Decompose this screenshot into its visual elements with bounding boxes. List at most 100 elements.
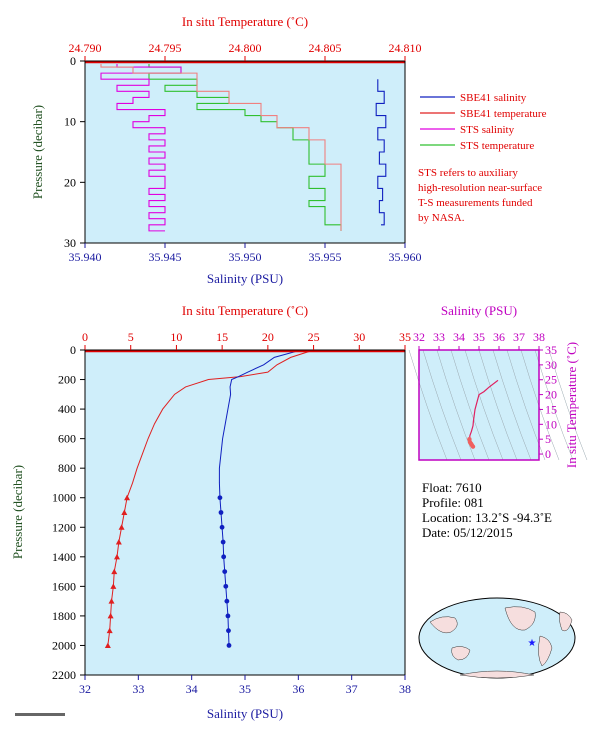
main-sal-tick-label: 38 — [399, 682, 411, 696]
map-land-australia — [451, 646, 471, 661]
temperature-point — [108, 598, 115, 604]
ts-panel-background — [419, 350, 539, 460]
main-pres-tick-label: 2000 — [52, 638, 76, 652]
footer-credit — [15, 713, 65, 716]
top-panel-axes: 24.790 24.795 24.800 24.805 24.810 35.940 35.9… — [64, 41, 422, 264]
top-temperature-axis-label: In situ Temperature (˚C) — [182, 14, 308, 29]
profile-number: Profile: 081 — [422, 495, 484, 510]
density-isoline — [422, 349, 462, 461]
salinity-point — [218, 510, 224, 515]
series-sbe-temperature — [100, 64, 342, 231]
legend-label-sbe-salinity: SBE41 salinity — [460, 92, 527, 104]
map-land-antarctica — [459, 670, 535, 679]
ts-plot-area — [408, 349, 588, 461]
main-panel: 0 5 10 15 20 25 30 35 32 33 34 35 36 37 38 0 200 400 600 80… — [10, 303, 411, 721]
ts-deep-point — [470, 444, 476, 449]
density-isoline — [436, 349, 476, 461]
main-plot-area — [104, 349, 312, 648]
map-land-asia — [429, 616, 458, 634]
top-temp-tick-label: 24.790 — [69, 41, 102, 55]
ts-temperature-axis-label: In situ Temperature (˚C) — [564, 342, 579, 468]
main-sal-tick-label: 32 — [79, 682, 91, 696]
main-sal-tick-label: 36 — [292, 682, 304, 696]
main-pres-tick-label: 2200 — [52, 668, 76, 682]
ts-salinity-axis-label: Salinity (PSU) — [441, 303, 517, 318]
ts-sal-tick-label: 38 — [533, 330, 545, 344]
main-temp-tick-label: 30 — [353, 330, 365, 344]
ts-sal-tick-label: 35 — [473, 330, 485, 344]
top-pressure-axis-label: Pressure (decibar) — [30, 105, 45, 199]
main-pres-tick-label: 1400 — [52, 550, 76, 564]
ts-sal-tick-label: 34 — [453, 330, 465, 344]
density-isoline — [464, 349, 504, 461]
main-pressure-axis-label: Pressure (decibar) — [10, 465, 25, 559]
top-legend: SBE41 salinity SBE41 temperature STS sal… — [420, 92, 547, 152]
series-sts-salinity — [100, 64, 182, 232]
map-ocean — [418, 597, 576, 679]
main-temp-tick-label: 10 — [170, 330, 182, 344]
note-line-4: by NASA. — [418, 212, 465, 224]
temperature-point — [115, 539, 122, 545]
main-sal-tick-label: 34 — [186, 682, 198, 696]
ts-temp-tick-label: 0 — [545, 447, 551, 461]
top-pres-tick-label: 10 — [64, 115, 76, 129]
main-temp-tick-label: 15 — [216, 330, 228, 344]
top-pres-tick-label: 30 — [64, 236, 76, 250]
date: Date: 05/12/2015 — [422, 525, 513, 540]
ts-sal-tick-label: 36 — [493, 330, 505, 344]
density-isoline — [408, 349, 448, 461]
main-panel-background — [85, 350, 405, 675]
temperature-point — [111, 568, 118, 575]
density-isoline — [450, 349, 490, 461]
legend-label-sts-salinity: STS salinity — [460, 124, 515, 136]
top-pres-tick-label: 0 — [70, 54, 76, 68]
legend-label-sts-temperature: STS temperature — [460, 140, 534, 152]
note-line-1: STS refers to auxiliary — [418, 167, 518, 179]
salinity-point — [223, 583, 229, 589]
main-pres-tick-label: 0 — [70, 343, 76, 357]
top-pres-tick-label: 20 — [64, 175, 76, 189]
ts-temp-tick-label: 25 — [545, 373, 557, 387]
temperature-point — [106, 627, 113, 634]
ts-sal-tick-label: 32 — [413, 330, 425, 344]
salinity-point — [222, 569, 228, 574]
top-sal-tick-label: 35.960 — [389, 250, 422, 264]
main-panel-axes: 0 5 10 15 20 25 30 35 32 33 34 35 36 37 38 0 200 400 600 80… — [52, 330, 411, 696]
main-temp-tick-label: 25 — [308, 330, 320, 344]
main-pres-tick-label: 1000 — [52, 491, 76, 505]
temperature-point — [118, 524, 125, 530]
temperature-point — [110, 583, 117, 589]
density-isoline — [506, 349, 546, 461]
series-sts-temperature — [148, 64, 342, 231]
top-salinity-axis-label: Salinity (PSU) — [207, 271, 283, 286]
salinity-point — [217, 495, 223, 501]
map-float-marker: ★ — [528, 638, 537, 649]
main-temp-tick-label: 20 — [262, 330, 274, 344]
temperature-point — [107, 612, 114, 619]
ts-temp-tick-label: 5 — [545, 432, 551, 446]
top-sal-tick-label: 35.940 — [69, 250, 102, 264]
salinity-point — [224, 598, 230, 604]
series-sbe-salinity — [375, 79, 387, 226]
top-temp-tick-label: 24.800 — [229, 41, 262, 55]
ts-sal-tick-label: 37 — [513, 330, 525, 344]
top-plot-area — [100, 64, 387, 232]
sts-note: STS refers to auxiliary high-resolution … — [418, 167, 542, 224]
world-map: ★ — [418, 597, 576, 679]
float-info: Float: 7610 Profile: 081 Location: 13.2˚… — [422, 480, 552, 540]
main-pres-tick-label: 1800 — [52, 609, 76, 623]
main-salinity-axis-label: Salinity (PSU) — [207, 706, 283, 721]
note-line-2: high-resolution near-surface — [418, 182, 542, 194]
salinity-point — [225, 613, 231, 619]
density-isoline — [492, 349, 532, 461]
ts-temp-tick-label: 15 — [545, 402, 557, 416]
density-isoline — [548, 349, 588, 461]
main-pres-tick-label: 1600 — [52, 579, 76, 593]
top-sal-tick-label: 35.945 — [149, 250, 182, 264]
main-pres-tick-label: 800 — [58, 461, 76, 475]
main-temperature-axis-label: In situ Temperature (˚C) — [182, 303, 308, 318]
map-land-north-america — [504, 606, 536, 631]
